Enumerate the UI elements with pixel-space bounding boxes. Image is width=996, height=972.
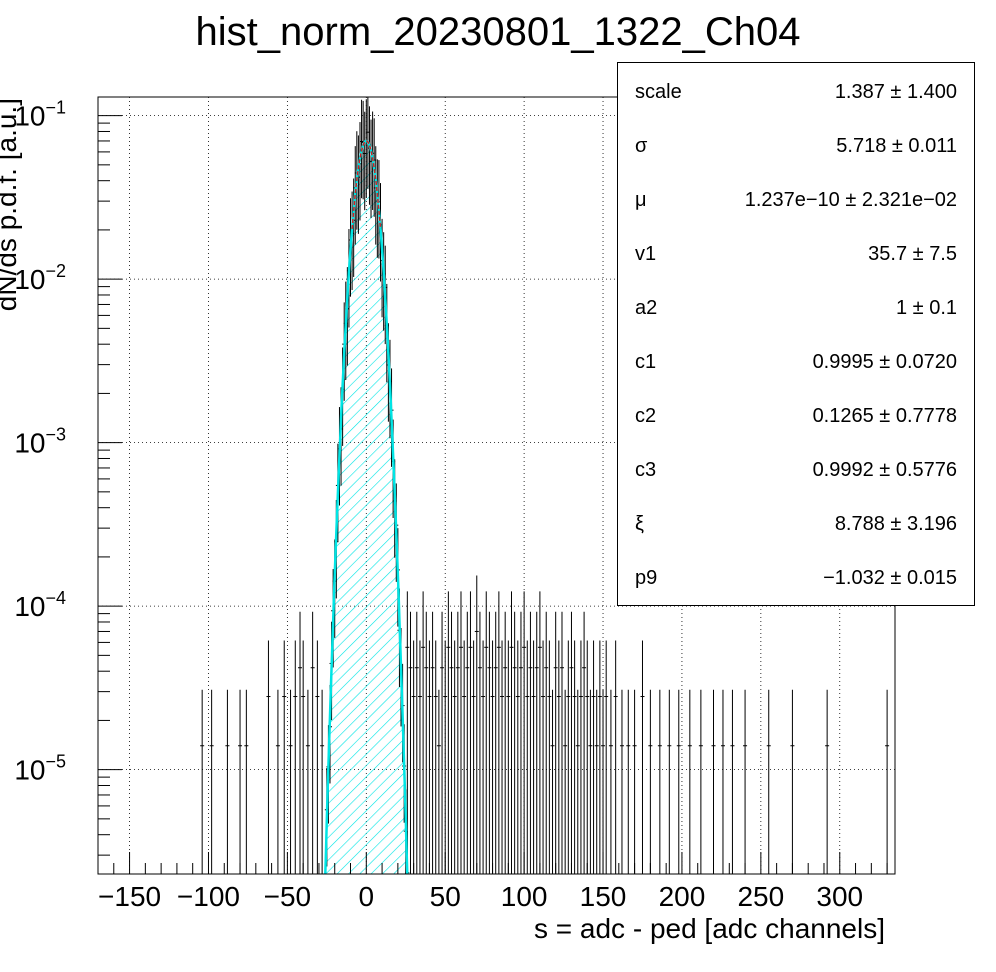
stat-value: 1.237e−10 ± 2.321e−02 [744, 189, 957, 211]
stat-row-sigma: σ 5.718 ± 0.011 [618, 117, 974, 171]
stat-row-a2: a2 1 ± 0.1 [618, 279, 974, 333]
stat-value: 35.7 ± 7.5 [868, 243, 957, 265]
x-tick-label: −150 [98, 881, 161, 912]
stat-name: v1 [635, 243, 657, 265]
stat-row-c3: c3 0.9992 ± 0.5776 [618, 441, 974, 495]
stat-name: a2 [635, 297, 658, 319]
x-tick-label: 300 [816, 881, 863, 912]
stat-value: 1 ± 0.1 [895, 297, 957, 319]
x-tick-label: 50 [430, 881, 461, 912]
stat-value: 1.387 ± 1.400 [834, 81, 957, 103]
stat-row-c1: c1 0.9995 ± 0.0720 [618, 333, 974, 387]
stat-name: scale [635, 81, 682, 103]
stat-value: 0.1265 ± 0.7778 [812, 405, 957, 427]
y-tick-label: 10−4 [14, 588, 66, 622]
y-tick-label: 10−1 [14, 98, 66, 132]
stat-name: μ [635, 189, 647, 211]
stat-row-p9: p9 −1.032 ± 0.015 [618, 549, 974, 603]
stat-name: c3 [635, 459, 657, 481]
stat-name: c1 [635, 351, 657, 373]
stat-row-mu: μ 1.237e−10 ± 2.321e−02 [618, 171, 974, 225]
stat-row-c2: c2 0.1265 ± 0.7778 [618, 387, 974, 441]
stat-row-xi: ξ 8.788 ± 3.196 [618, 495, 974, 549]
y-tick-label: 10−5 [14, 752, 66, 786]
stat-name: σ [635, 135, 648, 157]
peak-trace [351, 140, 382, 229]
chart-title: hist_norm_20230801_1322_Ch04 [195, 10, 801, 54]
x-tick-label: 250 [737, 881, 784, 912]
fit-stats-box: scale 1.387 ± 1.400 σ 5.718 ± 0.011 μ 1.… [617, 62, 975, 606]
x-tick-label: −100 [177, 881, 240, 912]
stat-value: 0.9992 ± 0.5776 [812, 459, 957, 481]
x-tick-label: 100 [501, 881, 548, 912]
stat-value: 5.718 ± 0.011 [836, 135, 957, 157]
x-tick-label: −50 [264, 881, 312, 912]
stat-name: c2 [635, 405, 657, 427]
fit-area [325, 141, 408, 874]
stat-value: 0.9995 ± 0.0720 [812, 351, 957, 373]
stat-name: ξ [635, 513, 644, 535]
stat-row-v1: v1 35.7 ± 7.5 [618, 225, 974, 279]
x-tick-label: 0 [359, 881, 375, 912]
histogram-tail [200, 575, 890, 874]
y-tick-label: 10−2 [14, 261, 66, 295]
y-tick-label: 10−3 [14, 425, 66, 459]
stat-name: p9 [635, 567, 658, 589]
x-axis-label: s = adc - ped [adc channels] [534, 913, 885, 944]
x-tick-label: 200 [659, 881, 706, 912]
stat-value: −1.032 ± 0.015 [823, 567, 957, 589]
x-tick-label: 150 [580, 881, 627, 912]
y-axis-label: dN/ds p.d.f. [a.u.] [0, 98, 22, 311]
stat-value: 8.788 ± 3.196 [834, 513, 957, 535]
stat-row-scale: scale 1.387 ± 1.400 [618, 63, 974, 117]
